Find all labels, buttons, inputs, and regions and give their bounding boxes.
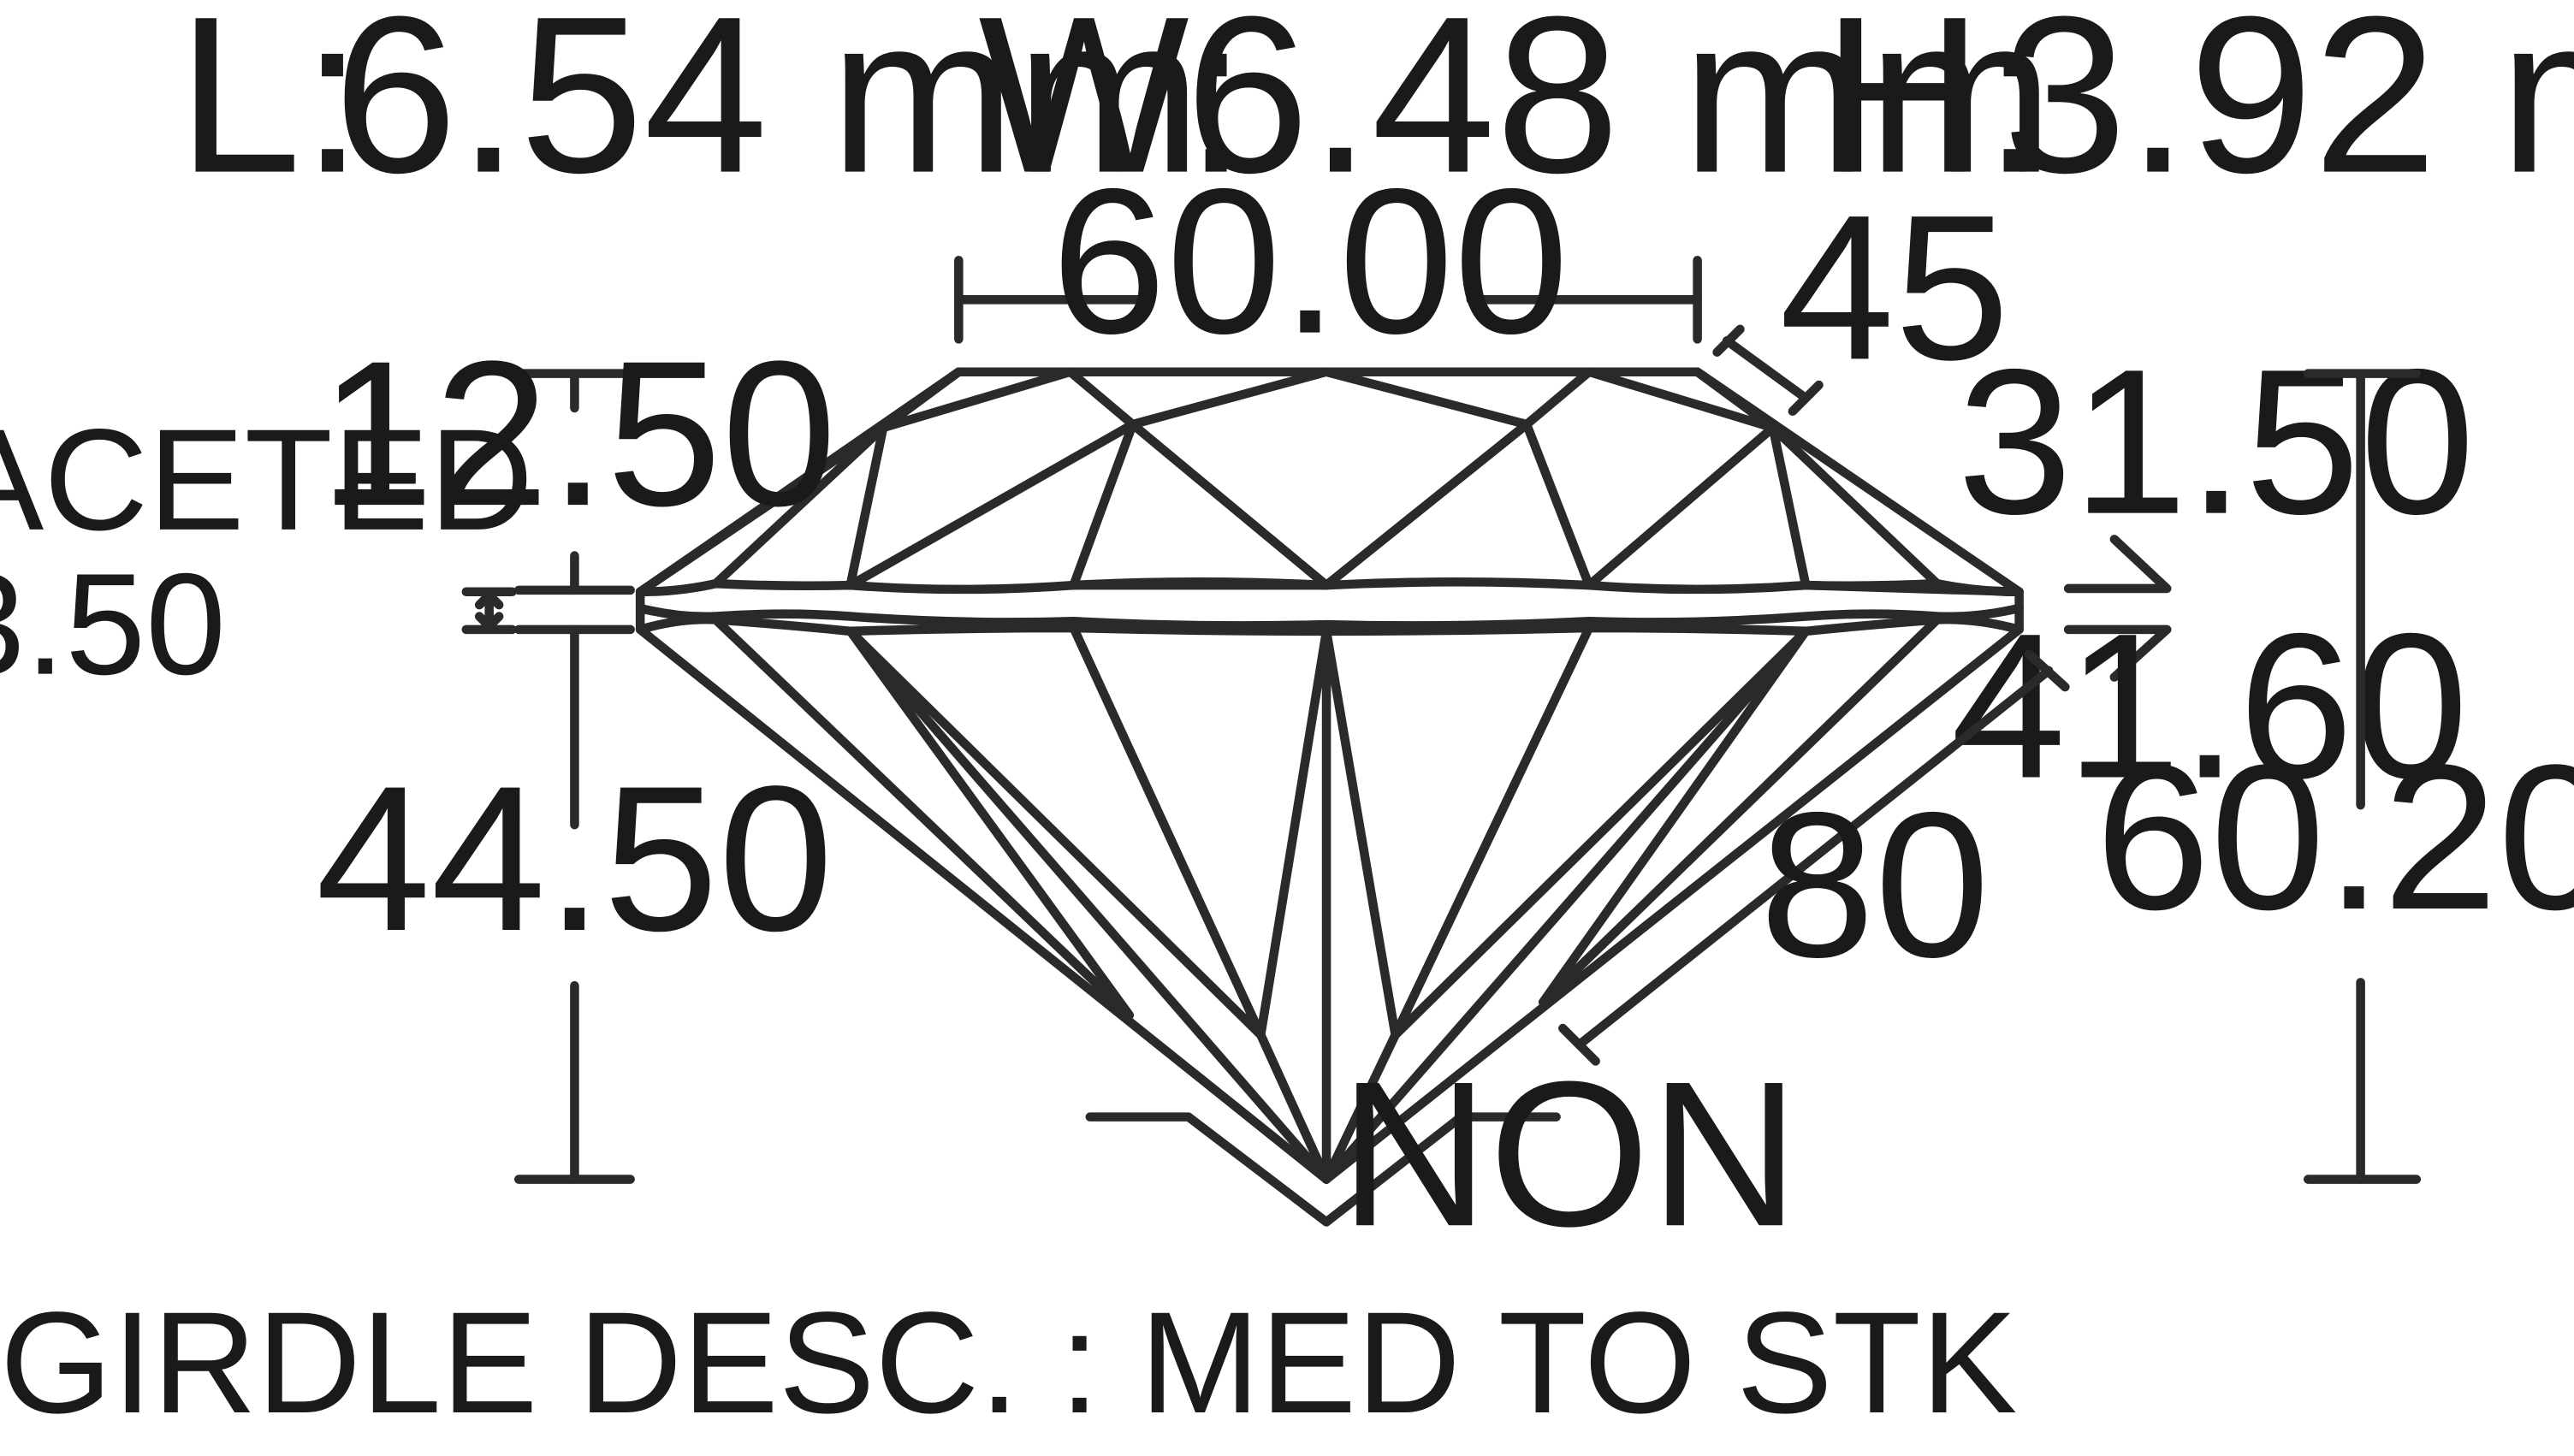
pavilion-lower-right bbox=[1321, 1030, 1400, 1184]
table-pct-label: 60.00 bbox=[1051, 146, 1569, 377]
crown-height-label: 12.50 bbox=[319, 318, 837, 549]
diamond-profile bbox=[635, 367, 2024, 1184]
pavilion-depth-label: 44.50 bbox=[316, 743, 833, 974]
width-label: W: bbox=[978, 0, 1247, 220]
crown-upper-half-right bbox=[1768, 423, 1942, 589]
crown-upper-half-left bbox=[711, 423, 888, 589]
total-depth-dimension bbox=[2303, 369, 2422, 1184]
crown-kite-left-1 bbox=[1128, 419, 1331, 590]
pavilion-main-left bbox=[845, 626, 1331, 1184]
crown-angle-label: 45 bbox=[1780, 172, 2010, 403]
star-and-pavilion-markers bbox=[2063, 535, 2172, 682]
total-depth-label: 60.20 bbox=[2096, 722, 2574, 953]
table-dimension bbox=[954, 255, 1702, 344]
culet-marker bbox=[1085, 1112, 1561, 1227]
pavilion-lower-left bbox=[1256, 1030, 1331, 1184]
length-label: L: bbox=[177, 0, 364, 220]
girdle-mid-arc bbox=[635, 603, 2024, 630]
lower-half-label: 80 bbox=[1759, 770, 1990, 1001]
culet-label: NON bbox=[1339, 1039, 1799, 1270]
girdle-thickness-dimension bbox=[461, 587, 635, 635]
pavilion-main-right bbox=[1321, 626, 1811, 1184]
height-value: 3.92 mm bbox=[2002, 0, 2574, 220]
crown-star-facets bbox=[878, 367, 1778, 433]
pavilion-depth-dimension bbox=[513, 624, 635, 1184]
lower-half-dimension bbox=[1558, 649, 2070, 1066]
girdle-finish-label: FACETED bbox=[0, 399, 533, 560]
length-value: 6.54 mm bbox=[333, 0, 1201, 220]
width-value: 6.48 mm bbox=[1185, 0, 2054, 220]
girdle-description: GIRDLE DESC. : MED TO STK bbox=[0, 1281, 2017, 1443]
height-label: H: bbox=[1822, 0, 2045, 220]
pavilion-angle-label: 41.60 bbox=[1951, 591, 2469, 822]
pavilion-facets-left bbox=[711, 615, 1331, 1184]
crown-height-dimension bbox=[513, 369, 635, 595]
measurements-header: L: 6.54 mm W: 6.48 mm H: 3.92 mm bbox=[177, 0, 2574, 220]
pavilion-half-right bbox=[1538, 615, 1942, 1007]
crown-kite-right-1 bbox=[1321, 419, 1532, 590]
star-length-label: 31.50 bbox=[1957, 327, 2475, 558]
girdle-thickness-label: 3.50 bbox=[0, 543, 226, 705]
crown-angle-marker bbox=[1712, 324, 1824, 417]
crown-outline bbox=[635, 367, 2024, 597]
